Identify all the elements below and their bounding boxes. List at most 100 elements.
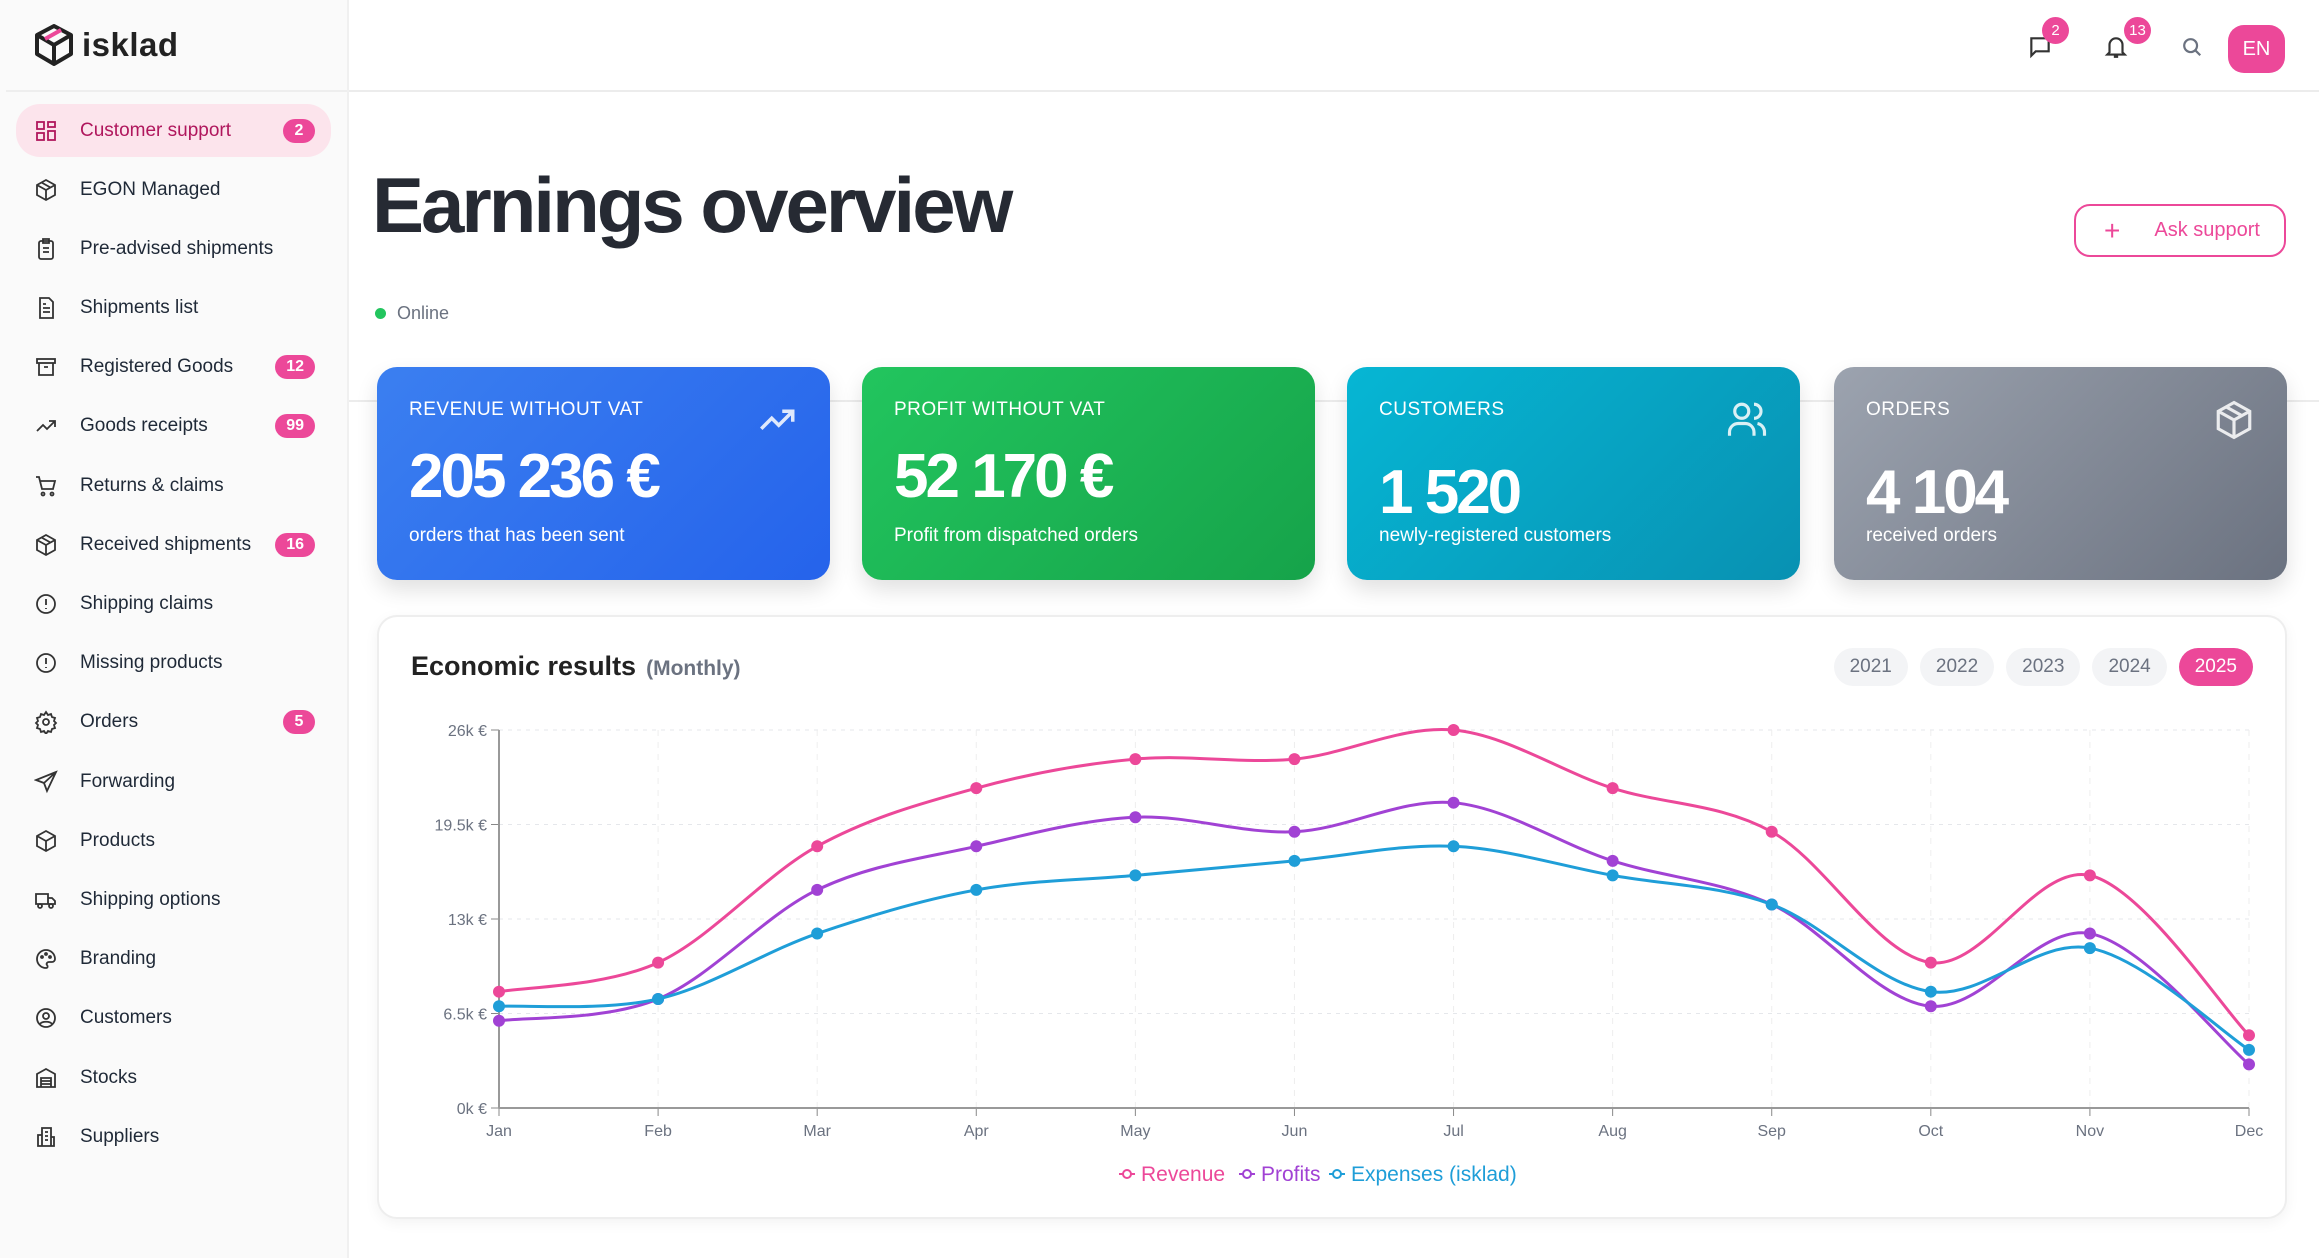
sidebar-item-shipping-claims[interactable]: Shipping claims: [16, 578, 331, 631]
sidebar-item-shipping-options[interactable]: Shipping options: [16, 873, 331, 926]
x-tick-label: Mar: [803, 1123, 831, 1140]
clipboard-list-icon: [38, 237, 54, 260]
sidebar-item-label: Returns & claims: [80, 474, 224, 496]
year-tab-2022[interactable]: 2022: [1919, 648, 1995, 686]
x-tick-label: Nov: [2076, 1123, 2104, 1140]
data-point: [1924, 956, 1937, 969]
cart-icon: [36, 475, 57, 497]
sidebar-item-suppliers[interactable]: Suppliers: [16, 1110, 331, 1163]
data-point: [1129, 811, 1142, 824]
data-point: [1765, 825, 1778, 838]
divider: [349, 400, 2319, 402]
card-value: 4 104: [1866, 458, 2009, 527]
sidebar-item-received-shipments[interactable]: Received shipments 16: [16, 518, 331, 571]
sidebar-item-products[interactable]: Products: [16, 814, 331, 867]
data-point: [970, 840, 983, 853]
legend-marker-dot: [1242, 1169, 1252, 1179]
sidebar-item-missing-products[interactable]: Missing products: [16, 637, 331, 690]
document-icon: [39, 297, 54, 319]
data-point: [1288, 753, 1301, 766]
data-point: [811, 883, 824, 896]
sidebar-item-customers[interactable]: Customers: [16, 992, 331, 1045]
card-value: 1 520: [1379, 458, 1522, 527]
sidebar-item-badge: 16: [275, 532, 315, 557]
data-point: [493, 1014, 505, 1027]
sidebar-item-customer-support[interactable]: Customer support 2: [16, 104, 331, 157]
logo[interactable]: isklad: [6, 0, 347, 92]
notifications-badge: 13: [2124, 17, 2151, 44]
sidebar-item-pre-advised-shipments[interactable]: Pre-advised shipments: [16, 222, 331, 275]
x-tick-label: Jun: [1282, 1123, 1308, 1140]
sidebar-item-goods-receipts[interactable]: Goods receipts 99: [16, 400, 331, 453]
language-button[interactable]: EN: [2228, 25, 2285, 73]
bell-icon[interactable]: [2103, 34, 2129, 60]
status-indicator: Online: [375, 303, 449, 324]
ask-support-button[interactable]: + Ask support: [2074, 204, 2286, 257]
top-bar: 2 13 EN: [349, 0, 2319, 92]
sidebar-item-egon-managed[interactable]: EGON Managed: [16, 163, 331, 216]
card-title: PROFIT WITHOUT VAT: [894, 399, 1106, 420]
legend-label: Profits: [1261, 1163, 1321, 1186]
year-tab-2021[interactable]: 2021: [1833, 648, 1908, 686]
isklad-logo-icon: [35, 24, 73, 66]
panel-period: (Monthly): [646, 657, 741, 680]
data-point: [2243, 1029, 2255, 1042]
data-point: [493, 985, 505, 998]
data-point: [811, 927, 824, 940]
sidebar-item-orders[interactable]: Orders 5: [16, 696, 331, 749]
economic-results-chart: 0k € 6.5k € 13k € 19.5k € 26k € Jan Feb Mar Apr M…: [435, 723, 2264, 1186]
sidebar-item-branding[interactable]: Branding: [16, 933, 331, 986]
sidebar-item-label: Customer support: [80, 119, 232, 141]
data-point: [2083, 942, 2096, 955]
x-tick-label: Aug: [1598, 1123, 1626, 1140]
package-icon: [36, 533, 56, 556]
legend-label: Revenue: [1141, 1163, 1225, 1186]
alert-circle-icon: [36, 653, 56, 674]
sidebar-item-registered-goods[interactable]: Registered Goods 12: [16, 341, 331, 394]
sidebar-item-label: Suppliers: [80, 1125, 160, 1147]
year-tab-2023[interactable]: 2023: [2006, 648, 2081, 686]
card-title: REVENUE WITHOUT VAT: [409, 399, 644, 420]
sidebar-item-returns-claims[interactable]: Returns & claims: [16, 459, 331, 512]
sidebar-item-shipments-list[interactable]: Shipments list: [16, 282, 331, 335]
x-tick-label: Oct: [1918, 1123, 1943, 1140]
data-point: [1765, 898, 1778, 911]
sidebar-item-label: Registered Goods: [80, 356, 234, 378]
data-point: [1447, 724, 1460, 736]
x-tick-label: Dec: [2235, 1123, 2263, 1140]
panel-title: Economic results (Monthly): [411, 651, 741, 682]
warehouse-icon: [36, 1067, 56, 1088]
sidebar-item-label: Shipments list: [80, 297, 199, 319]
data-point: [2243, 1058, 2255, 1071]
sidebar-item-stocks[interactable]: Stocks: [16, 1051, 331, 1104]
sidebar-item-label: Branding: [80, 948, 157, 970]
data-point: [2083, 927, 2096, 940]
sidebar-item-label: Stocks: [80, 1066, 138, 1088]
data-point: [970, 883, 983, 896]
sidebar-item-forwarding[interactable]: Forwarding: [16, 755, 331, 808]
card-value: 205 236 €: [409, 442, 661, 511]
sidebar-item-label: Forwarding: [80, 770, 176, 792]
x-tick-label: Apr: [964, 1123, 990, 1140]
data-point: [1129, 869, 1142, 882]
status-text: Online: [397, 303, 450, 323]
plus-icon: +: [2104, 214, 2121, 246]
cube-icon: [36, 829, 56, 852]
sidebar-item-badge: 12: [275, 355, 315, 380]
online-dot-icon: [375, 308, 386, 319]
user-circle-icon: [36, 1008, 56, 1029]
sidebar-item-label: Missing products: [80, 652, 223, 674]
archive-icon: [36, 358, 56, 377]
search-icon[interactable]: [2181, 34, 2203, 60]
card-title: ORDERS: [1866, 399, 1951, 420]
year-tab-2025[interactable]: 2025: [2178, 648, 2253, 686]
x-tick-label: Sep: [1757, 1123, 1786, 1140]
data-point: [1606, 782, 1619, 795]
palette-icon: [36, 949, 56, 970]
data-point: [1447, 796, 1460, 809]
alert-circle-icon: [36, 594, 56, 614]
package-icon: [36, 178, 56, 201]
y-tick-label: 19.5k €: [435, 818, 488, 835]
x-tick-label: Jul: [1443, 1123, 1463, 1140]
year-tab-2024[interactable]: 2024: [2092, 648, 2167, 686]
